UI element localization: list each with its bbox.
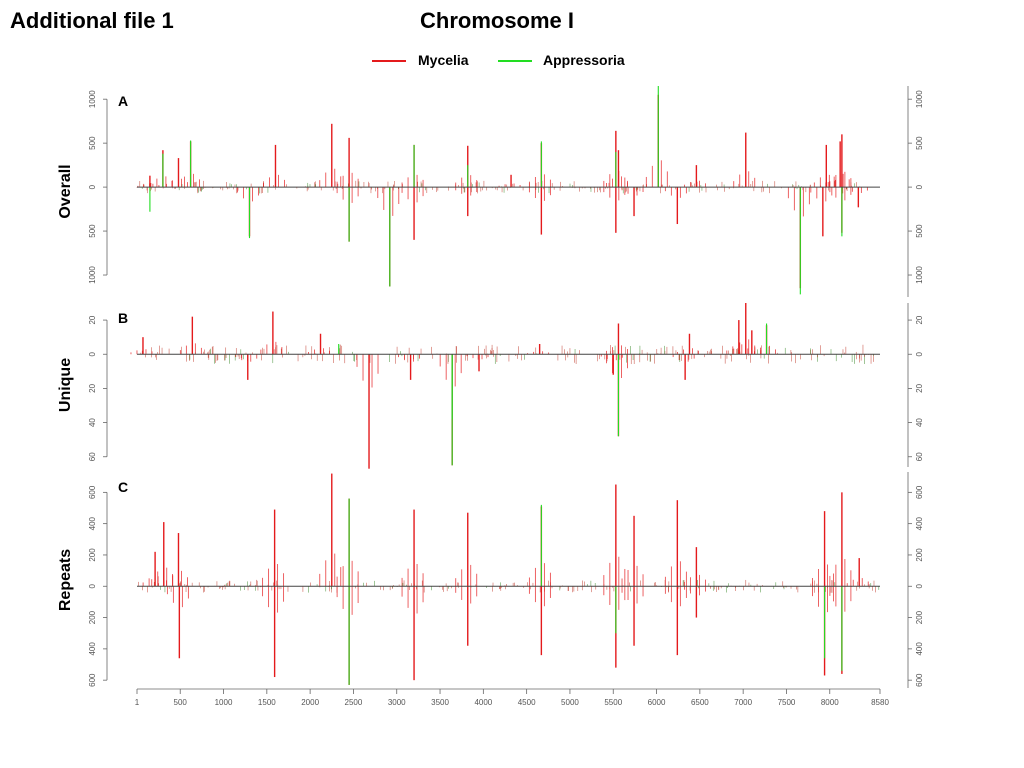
x-tick-label: 8580 (871, 698, 889, 707)
y-tick-label: 200 (915, 610, 924, 624)
y-tick-label: 60 (915, 452, 924, 461)
panel-letter: C (118, 479, 128, 495)
x-tick-label: 5500 (604, 698, 622, 707)
y-tick-label: 0 (915, 583, 924, 588)
y-tick-label: 500 (915, 224, 924, 238)
x-tick-label: 8000 (821, 698, 839, 707)
x-tick-label: 4000 (474, 698, 492, 707)
y-axis-label: Repeats (57, 549, 74, 611)
x-axis: 1 500 1000 1500 2000 2500 3000 3500 4000 4500 5000… (135, 688, 889, 707)
x-tick-label: 2500 (345, 698, 363, 707)
legend-label: Appressoria (543, 52, 625, 68)
y-tick-label: 40 (88, 418, 97, 427)
x-tick-label: 4500 (518, 698, 536, 707)
y-tick-label: 1000 (88, 266, 97, 284)
y-tick-label: 1000 (88, 90, 97, 108)
y-tick-label: 400 (88, 516, 97, 530)
y-tick-label: 600 (915, 485, 924, 499)
legend-swatch-appressoria (498, 60, 532, 62)
y-tick-label: 0 (88, 351, 97, 356)
y-tick-label: 200 (915, 548, 924, 562)
x-tick-label: 6500 (691, 698, 709, 707)
x-tick-label: 7500 (778, 698, 796, 707)
y-tick-label: 1000 (915, 266, 924, 284)
chart-title: Chromosome I (420, 8, 575, 33)
x-tick-label: 3000 (388, 698, 406, 707)
y-tick-label: 400 (915, 516, 924, 530)
x-tick-label: 1500 (258, 698, 276, 707)
y-tick-label: 200 (88, 610, 97, 624)
panel-a: 1000 1000 500 500 0 0 500 500 1000 1000 A Overall (57, 86, 924, 297)
legend-swatch-mycelia (372, 60, 406, 62)
x-tick-label: 1000 (215, 698, 233, 707)
y-tick-label: 200 (88, 548, 97, 562)
panel-c: 600 600 400 400 200 200 0 0 200 200 400 400 600 600 C R… (57, 472, 924, 688)
x-tick-label: 7000 (734, 698, 752, 707)
x-tick-label: 6000 (648, 698, 666, 707)
x-tick-label: 1 (135, 698, 140, 707)
y-tick-label: 400 (88, 642, 97, 656)
y-tick-label: 20 (88, 383, 97, 392)
y-tick-label: 600 (88, 673, 97, 687)
y-tick-label: 1000 (915, 90, 924, 108)
y-tick-label: 500 (88, 224, 97, 238)
y-tick-label: 400 (915, 642, 924, 656)
y-axis-label: Unique (57, 358, 74, 412)
x-tick-label: 500 (174, 698, 188, 707)
y-tick-label: 600 (88, 485, 97, 499)
y-tick-label: 0 (88, 184, 97, 189)
y-tick-label: 0 (88, 583, 97, 588)
x-tick-label: 3500 (431, 698, 449, 707)
panel-b: 20 20 0 0 20 20 40 40 60 60 B Unique (57, 303, 924, 469)
x-tick-label: 2000 (301, 698, 319, 707)
y-tick-label: 500 (88, 136, 97, 150)
y-tick-label: 600 (915, 673, 924, 687)
y-tick-label: 20 (88, 315, 97, 324)
y-tick-label: 20 (915, 315, 924, 324)
y-tick-label: 60 (88, 452, 97, 461)
y-tick-label: 0 (915, 184, 924, 189)
y-tick-label: 500 (915, 136, 924, 150)
y-axis-label: Overall (57, 164, 74, 218)
y-tick-label: 20 (915, 383, 924, 392)
panel-letter: A (118, 93, 128, 109)
panel-letter: B (118, 310, 128, 326)
legend-label: Mycelia (418, 52, 469, 68)
y-tick-label: 0 (915, 351, 924, 356)
x-tick-label: 5000 (561, 698, 579, 707)
file-label: Additional file 1 (10, 8, 174, 33)
y-tick-label: 40 (915, 418, 924, 427)
